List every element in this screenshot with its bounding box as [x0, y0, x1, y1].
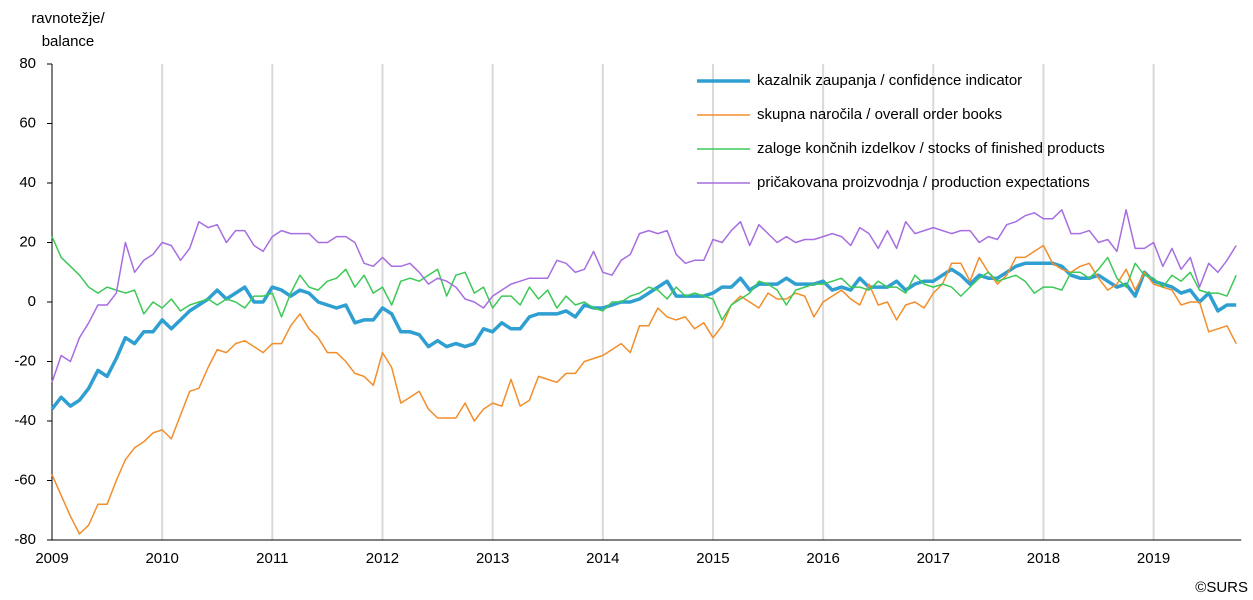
- y-tick-label: 40: [19, 174, 36, 191]
- y-tick-label: -60: [14, 471, 36, 488]
- y-tick-label: 0: [28, 293, 36, 310]
- series-line: [51, 244, 1237, 535]
- x-tick-label: 2016: [806, 550, 839, 567]
- source: ©SURS: [1195, 579, 1248, 596]
- x-tick-label: 2012: [366, 550, 399, 567]
- x-tick-label: 2018: [1027, 550, 1060, 567]
- x-tick-label: 2019: [1137, 550, 1170, 567]
- y-tick-label: -40: [14, 412, 36, 429]
- series-line: [51, 236, 1237, 321]
- y-axis-label: balance: [42, 33, 95, 50]
- x-tick-label: 2009: [35, 550, 68, 567]
- x-tick-label: 2015: [696, 550, 729, 567]
- y-tick-label: -20: [14, 352, 36, 369]
- y-tick-label: 60: [19, 114, 36, 131]
- y-tick-label: 80: [19, 55, 36, 72]
- y-axis-label: ravnotežje/: [31, 10, 105, 27]
- y-tick-label: 20: [19, 233, 36, 250]
- legend-label: kazalnik zaupanja / confidence indicator: [757, 72, 1022, 89]
- x-tick-label: 2017: [917, 550, 950, 567]
- x-tick-label: 2011: [256, 550, 288, 567]
- x-tick-label: 2010: [145, 550, 178, 567]
- x-tick-label: 2014: [586, 550, 619, 567]
- series-line: [50, 261, 1237, 411]
- legend-label: pričakovana proizvodnja / production exp…: [757, 174, 1090, 191]
- x-tick-label: 2013: [476, 550, 509, 567]
- legend-label: skupna naročila / overall order books: [757, 106, 1002, 123]
- y-tick-label: -80: [14, 531, 36, 548]
- series-line: [51, 209, 1237, 383]
- legend-label: zaloge končnih izdelkov / stocks of fini…: [757, 140, 1105, 157]
